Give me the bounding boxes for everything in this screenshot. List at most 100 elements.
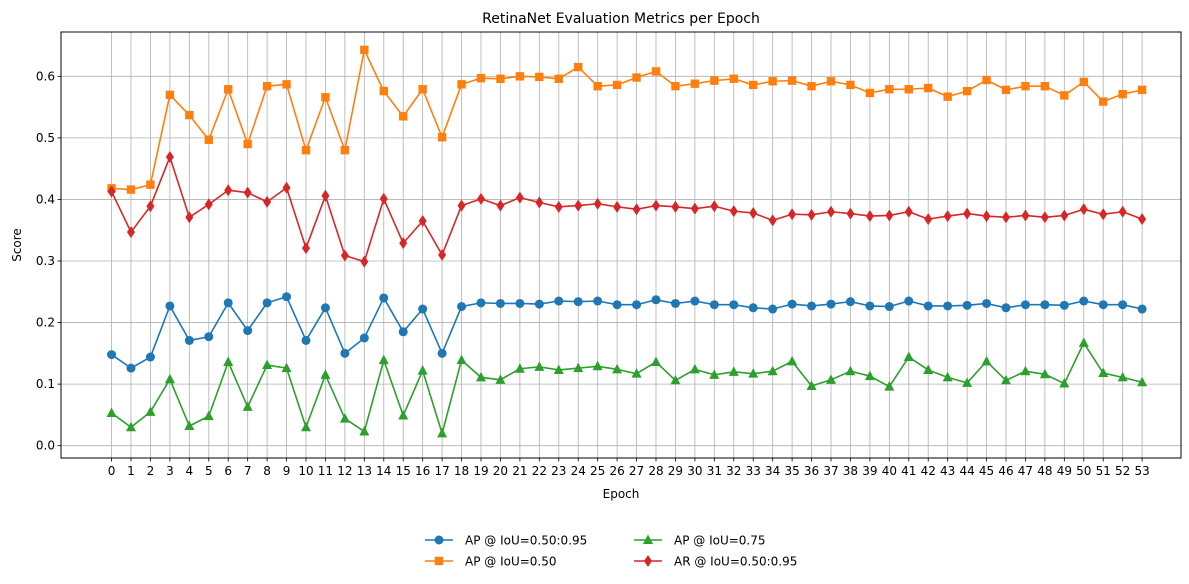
x-tick-label: 29: [668, 464, 683, 478]
legend-label: AP @ IoU=0.75: [674, 534, 766, 548]
data-point: [787, 76, 797, 85]
data-point: [593, 197, 602, 210]
data-point: [632, 300, 642, 310]
data-point: [826, 374, 836, 384]
x-tick-label: 35: [784, 464, 799, 478]
data-point: [554, 296, 564, 306]
data-point: [379, 192, 388, 205]
data-point: [923, 364, 934, 374]
data-point: [846, 207, 855, 220]
data-point: [749, 206, 758, 219]
data-point: [884, 381, 895, 391]
data-point: [671, 81, 680, 91]
x-axis-ticks: 0 1 2 3 4 5 6 7 8 9 10 11 12 13 14 15 16 17 18 19 20 21 22 23 24…: [108, 458, 1150, 478]
data-point: [554, 74, 563, 83]
data-point: [204, 135, 213, 144]
x-tick-label: 32: [726, 464, 741, 478]
legend-label: AR @ IoU=0.50:0.95: [674, 555, 797, 569]
data-point: [437, 133, 447, 142]
data-point: [962, 300, 972, 310]
data-point: [612, 363, 623, 374]
x-tick-label: 42: [921, 464, 936, 478]
data-point: [476, 298, 486, 308]
x-tick-label: 11: [318, 464, 333, 478]
data-point: [593, 296, 603, 306]
data-point: [146, 180, 155, 189]
data-point: [263, 195, 272, 208]
y-tick-label: 0.5: [36, 131, 55, 145]
plot-frame: [60, 31, 1182, 459]
x-tick-label: 13: [357, 464, 372, 478]
x-tick-label: 14: [376, 464, 391, 478]
data-point: [476, 73, 486, 83]
data-point: [457, 199, 466, 212]
data-point: [496, 199, 505, 212]
data-point: [496, 74, 505, 83]
data-point: [592, 360, 603, 371]
data-point: [632, 73, 641, 82]
data-point: [515, 298, 525, 308]
data-point: [477, 192, 485, 205]
data-point: [574, 199, 583, 212]
data-point: [749, 80, 758, 90]
data-point: [1118, 89, 1127, 99]
x-tick-label: 15: [396, 464, 411, 478]
x-tick-label: 12: [337, 464, 352, 478]
grid-lines: [61, 32, 1181, 458]
data-point: [748, 368, 759, 378]
legend-item: AR @ IoU=0.50:0.95: [634, 555, 797, 569]
data-point: [845, 365, 856, 376]
data-point: [690, 202, 699, 215]
x-tick-label: 43: [940, 464, 955, 478]
x-tick-label: 5: [205, 464, 213, 478]
series-1: [107, 292, 1147, 373]
data-point: [514, 363, 525, 373]
x-tick-label: 47: [1018, 464, 1033, 478]
data-point: [710, 200, 719, 213]
data-point: [904, 85, 913, 94]
data-point: [145, 352, 155, 362]
data-point: [670, 374, 681, 385]
data-point: [807, 81, 816, 91]
data-point: [145, 406, 156, 416]
data-point: [359, 426, 370, 436]
data-point: [282, 292, 292, 302]
data-point: [320, 369, 331, 379]
x-tick-label: 33: [746, 464, 761, 478]
x-tick-label: 20: [493, 464, 508, 478]
data-point: [127, 226, 135, 239]
data-point: [126, 363, 136, 373]
x-tick-label: 41: [901, 464, 916, 478]
y-tick-label: 0.2: [36, 316, 55, 330]
data-point: [1138, 213, 1147, 226]
data-point: [806, 380, 817, 390]
data-point: [1078, 337, 1089, 347]
x-tick-label: 3: [166, 464, 174, 478]
data-point: [1137, 376, 1148, 387]
data-point: [612, 300, 622, 310]
x-tick-label: 18: [454, 464, 469, 478]
y-tick-label: 0.3: [36, 254, 55, 268]
x-tick-label: 48: [1037, 464, 1052, 478]
y-tick-label: 0.4: [36, 192, 55, 206]
data-point: [1060, 91, 1069, 100]
data-point: [438, 248, 447, 261]
data-point: [243, 139, 252, 149]
y-tick-label: 0.0: [36, 439, 55, 453]
data-point: [1021, 81, 1030, 91]
data-point: [1059, 300, 1069, 310]
data-point: [1001, 303, 1011, 313]
data-point: [904, 205, 913, 218]
data-point: [1137, 304, 1147, 314]
x-tick-label: 51: [1096, 464, 1111, 478]
data-point: [301, 145, 311, 155]
data-point: [709, 369, 720, 379]
legend-marker: [643, 534, 653, 544]
data-point: [613, 200, 622, 213]
data-point: [1039, 368, 1050, 379]
legend-item: AP @ IoU=0.50: [425, 555, 557, 569]
x-tick-label: 1: [127, 464, 135, 478]
data-point: [1001, 374, 1011, 385]
data-point: [962, 377, 973, 387]
data-point: [864, 370, 875, 381]
